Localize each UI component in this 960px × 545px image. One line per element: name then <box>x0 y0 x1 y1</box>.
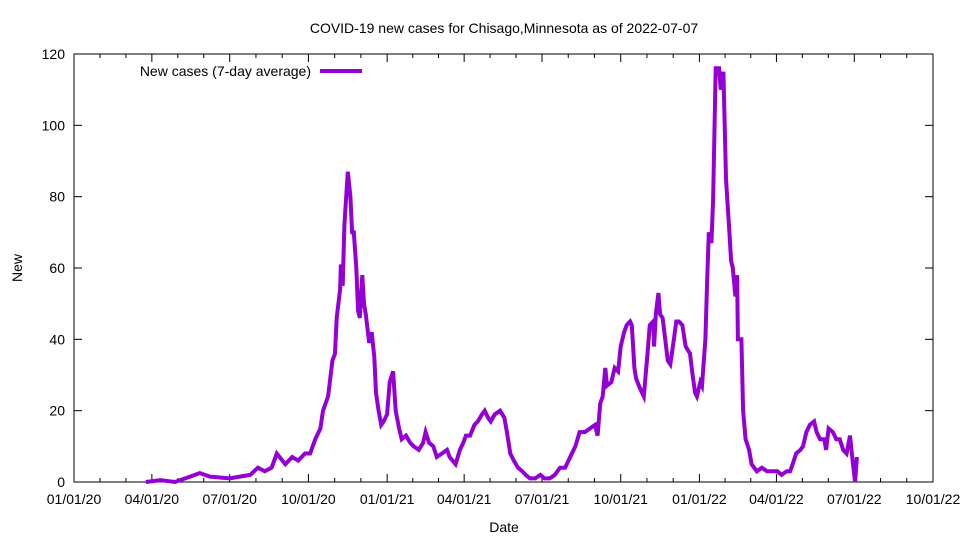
x-tick-label: 01/01/21 <box>360 491 415 507</box>
x-axis-label: Date <box>489 519 519 535</box>
x-tick-label: 07/01/20 <box>202 491 257 507</box>
y-tick-label: 0 <box>57 474 65 490</box>
series-line-new-cases <box>145 66 859 485</box>
y-axis-label: New <box>9 253 25 282</box>
x-tick-label: 07/01/22 <box>827 491 882 507</box>
series-group <box>145 66 859 485</box>
x-tick-label: 04/01/22 <box>749 491 804 507</box>
y-tick-label: 80 <box>49 189 65 205</box>
x-tick-label: 07/01/21 <box>515 491 570 507</box>
y-tick-label: 40 <box>49 331 65 347</box>
legend: New cases (7-day average) <box>140 63 362 79</box>
plot-frame <box>73 53 934 483</box>
y-tick-label: 20 <box>49 403 65 419</box>
y-tick-label: 120 <box>42 46 66 62</box>
x-tick-label: 10/01/22 <box>906 491 960 507</box>
x-tick-label: 04/01/21 <box>437 491 492 507</box>
x-tick-label: 01/01/22 <box>672 491 727 507</box>
chart-title: COVID-19 new cases for Chisago,Minnesota… <box>310 20 699 36</box>
legend-label: New cases (7-day average) <box>140 63 311 79</box>
x-tick-label: 01/01/20 <box>47 491 102 507</box>
x-tick-label: 10/01/20 <box>281 491 336 507</box>
y-tick-label: 100 <box>42 117 66 133</box>
x-tick-label: 04/01/20 <box>125 491 180 507</box>
x-tick-label: 10/01/21 <box>593 491 648 507</box>
y-tick-label: 60 <box>49 260 65 276</box>
axis-ticks: 0 20 40 60 80 100 120 01/01/20 04/01/20 07/01/20 1… <box>42 46 960 507</box>
